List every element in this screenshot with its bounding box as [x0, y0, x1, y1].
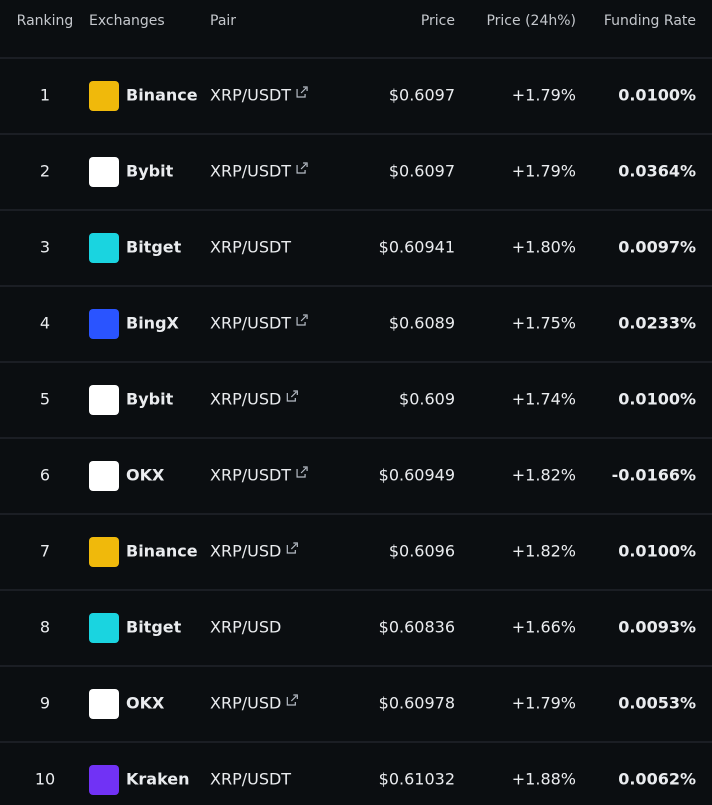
table-row: 9 OKX XRP/USD $0.60978 +1.79% 0.0053%	[0, 689, 712, 743]
price-change: +1.82%	[512, 542, 576, 561]
price: $0.6089	[389, 314, 455, 333]
pair: XRP/USD	[210, 542, 281, 561]
price: $0.61032	[379, 770, 455, 789]
exchange-logo	[89, 689, 119, 719]
external-link-icon	[296, 86, 308, 98]
exchange-logo	[89, 81, 119, 111]
price-change: +1.75%	[512, 314, 576, 333]
table-row: 5 Bybit XRP/USD $0.609 +1.74% 0.0100%	[0, 385, 712, 439]
price-change: +1.74%	[512, 390, 576, 409]
pair: XRP/USDT	[210, 466, 291, 485]
exchange-logo	[89, 233, 119, 263]
ranking: 5	[40, 390, 50, 409]
ranking: 7	[40, 542, 50, 561]
table-row: 2 Bybit XRP/USDT $0.6097 +1.79% 0.0364%	[0, 157, 712, 211]
funding-rate: 0.0093%	[618, 618, 696, 637]
exchange-name: OKX	[126, 694, 165, 713]
pair: XRP/USD	[210, 390, 281, 409]
price-change: +1.80%	[512, 238, 576, 257]
exchange-name: Binance	[126, 86, 198, 105]
funding-rate: 0.0364%	[618, 162, 696, 181]
price-change: +1.66%	[512, 618, 576, 637]
table-row: 8 Bitget XRP/USD $0.60836 +1.66% 0.0093%	[0, 613, 712, 667]
exchange-name: Bitget	[126, 238, 182, 257]
external-link-icon	[286, 390, 298, 402]
ranking: 6	[40, 466, 50, 485]
exchange-name: Kraken	[126, 770, 190, 789]
pair: XRP/USDT	[210, 86, 291, 105]
column-header: Exchanges	[89, 13, 165, 29]
exchange-logo	[89, 157, 119, 187]
table-row: 6 OKX XRP/USDT $0.60949 +1.82% -0.0166%	[0, 461, 712, 515]
exchange-name: Bitget	[126, 618, 182, 637]
ranking: 8	[40, 618, 50, 637]
funding-rate: 0.0053%	[618, 694, 696, 713]
exchange-logo	[89, 461, 119, 491]
price-change: +1.79%	[512, 86, 576, 105]
pair: XRP/USD	[210, 694, 281, 713]
column-header: Funding Rate	[604, 13, 696, 29]
exchange-logo	[89, 765, 119, 795]
exchange-name: Binance	[126, 542, 198, 561]
ranking: 10	[35, 770, 55, 789]
external-link-icon	[296, 314, 308, 326]
table-row: 10 Kraken XRP/USDT $0.61032 +1.88% 0.0062%	[35, 765, 696, 795]
exchange-name: BingX	[126, 314, 180, 333]
pair: XRP/USDT	[210, 162, 291, 181]
exchange-logo	[89, 385, 119, 415]
ranking: 3	[40, 238, 50, 257]
funding-rate: 0.0097%	[618, 238, 696, 257]
price-change: +1.79%	[512, 162, 576, 181]
price-change: +1.88%	[512, 770, 576, 789]
external-link-icon	[296, 162, 308, 174]
column-header: Ranking	[17, 13, 74, 29]
pair: XRP/USDT	[210, 314, 291, 333]
external-link-icon	[296, 466, 308, 478]
column-header: Pair	[210, 13, 236, 29]
exchange-logo	[89, 309, 119, 339]
pair: XRP/USDT	[210, 770, 291, 789]
exchange-name: Bybit	[126, 390, 174, 409]
ranking: 1	[40, 86, 50, 105]
ranking: 2	[40, 162, 50, 181]
price: $0.60941	[379, 238, 455, 257]
funding-rate: 0.0100%	[618, 390, 696, 409]
funding-rate: 0.0100%	[618, 542, 696, 561]
funding-rate: -0.0166%	[612, 466, 696, 485]
pair: XRP/USDT	[210, 238, 291, 257]
column-header: Price (24h%)	[486, 13, 576, 29]
external-link-icon	[286, 694, 298, 706]
ranking: 4	[40, 314, 50, 333]
exchange-logo	[89, 537, 119, 567]
table-row: 3 Bitget XRP/USDT $0.60941 +1.80% 0.0097%	[0, 233, 712, 287]
pair: XRP/USD	[210, 618, 281, 637]
price: $0.60949	[379, 466, 455, 485]
price-change: +1.79%	[512, 694, 576, 713]
funding-rate: 0.0062%	[618, 770, 696, 789]
price: $0.6097	[389, 86, 455, 105]
price: $0.609	[399, 390, 455, 409]
table-row: 4 BingX XRP/USDT $0.6089 +1.75% 0.0233%	[0, 309, 712, 363]
price: $0.6097	[389, 162, 455, 181]
price-change: +1.82%	[512, 466, 576, 485]
exchange-name: Bybit	[126, 162, 174, 181]
column-header: Price	[421, 13, 455, 29]
exchange-logo	[89, 613, 119, 643]
table-row: 7 Binance XRP/USD $0.6096 +1.82% 0.0100%	[0, 537, 712, 591]
price: $0.60836	[379, 618, 455, 637]
exchange-name: OKX	[126, 466, 165, 485]
ranking: 9	[40, 694, 50, 713]
price: $0.60978	[379, 694, 455, 713]
price: $0.6096	[389, 542, 455, 561]
funding-rate: 0.0100%	[618, 86, 696, 105]
funding-rate: 0.0233%	[618, 314, 696, 333]
external-link-icon	[286, 542, 298, 554]
table-row: 1 Binance XRP/USDT $0.6097 +1.79% 0.0100%	[0, 81, 712, 135]
